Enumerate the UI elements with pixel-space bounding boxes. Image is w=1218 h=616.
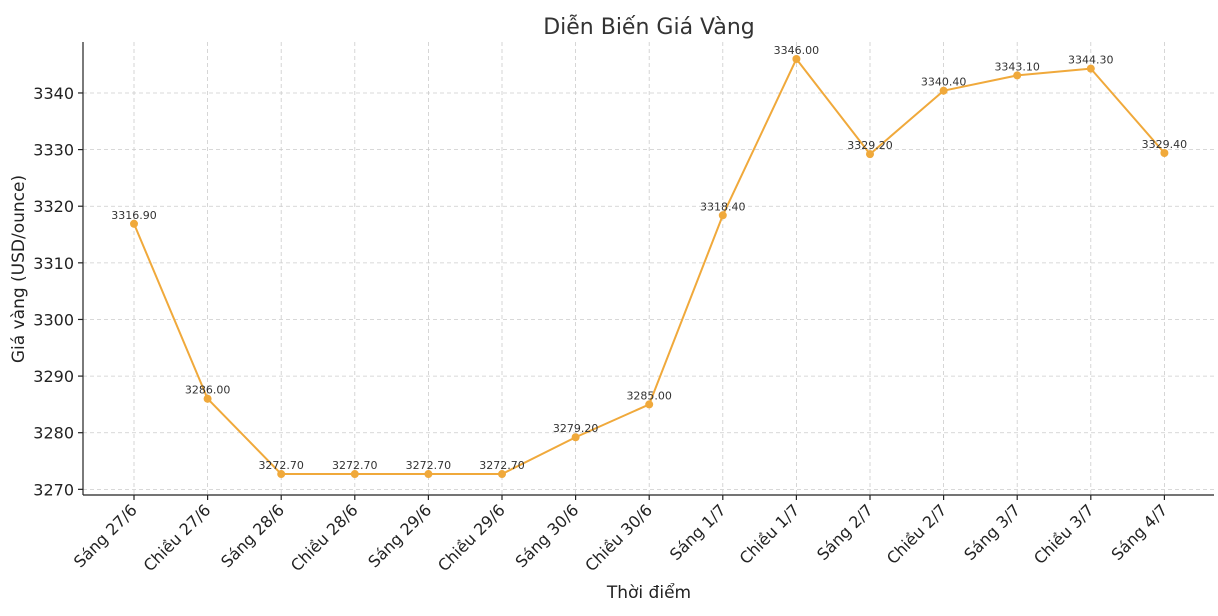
x-tick-label: Sáng 29/6 (364, 500, 435, 571)
data-label: 3340.40 (921, 76, 967, 89)
axes (82, 42, 1214, 496)
x-tick-label: Sáng 28/6 (217, 500, 288, 571)
data-point (277, 470, 286, 479)
y-tick-label: 3330 (33, 141, 74, 160)
series-gold-price (130, 54, 1169, 479)
x-tick-label: Sáng 3/7 (960, 500, 1024, 564)
data-label: 3346.00 (774, 44, 820, 57)
x-tick-label: Chiều 1/7 (736, 500, 804, 568)
y-tick-label: 3310 (33, 254, 74, 273)
x-axis-label: Thời điểm (606, 582, 691, 603)
data-point (571, 433, 580, 442)
x-tick-label: Sáng 2/7 (813, 500, 877, 564)
x-tick-label: Chiều 30/6 (581, 500, 656, 575)
y-axis-label: Giá vàng (USD/ounce) (9, 175, 29, 363)
x-tick-label: Sáng 4/7 (1108, 500, 1172, 564)
y-tick-label: 3280 (33, 424, 74, 443)
x-tick-label: Sáng 1/7 (666, 500, 730, 564)
data-label: 3272.70 (258, 459, 304, 472)
data-label: 3272.70 (406, 459, 452, 472)
data-point (645, 400, 654, 409)
data-point (498, 470, 506, 479)
data-point (792, 54, 801, 63)
x-tick-label: Chiều 29/6 (434, 500, 509, 575)
y-tick-label: 3270 (33, 480, 74, 499)
data-label: 3329.40 (1142, 138, 1188, 151)
data-labels: 3316.90 3286.00 3272.70 3272.70 3272.70 3272.… (111, 44, 1187, 472)
data-label: 3344.30 (1068, 54, 1114, 67)
y-tick-label: 3320 (33, 197, 74, 216)
data-label: 3272.70 (332, 459, 378, 472)
data-point (130, 219, 138, 228)
y-tick-label: 3290 (33, 367, 74, 386)
data-point (866, 150, 874, 159)
x-tick-label: Chiều 27/6 (140, 500, 215, 575)
data-label: 3343.10 (994, 60, 1040, 73)
y-tick-label: 3300 (33, 310, 74, 329)
data-label: 3286.00 (185, 384, 231, 397)
grid (83, 42, 1214, 495)
x-tick-label: Chiều 28/6 (287, 500, 362, 575)
data-point (1160, 148, 1169, 157)
y-tick-label: 3340 (33, 84, 74, 103)
data-label: 3272.70 (479, 459, 525, 472)
data-point (1086, 64, 1095, 73)
x-tick-label: Chiều 2/7 (883, 500, 951, 568)
data-label: 3316.90 (111, 209, 157, 222)
data-label: 3285.00 (626, 389, 672, 402)
y-axis-ticks: 3270 3280 3290 3300 3310 3320 3330 3340 (33, 84, 83, 499)
chart-title: Diễn Biến Giá Vàng (543, 14, 755, 40)
data-point (350, 470, 359, 479)
x-tick-label: Sáng 27/6 (70, 500, 141, 571)
data-label: 3279.20 (553, 422, 599, 435)
x-tick-label: Chiều 3/7 (1030, 500, 1098, 568)
data-point (939, 86, 948, 95)
data-label: 3329.20 (847, 139, 893, 152)
x-tick-label: Sáng 30/6 (512, 500, 583, 571)
data-point (1013, 71, 1022, 80)
data-point (203, 394, 212, 403)
data-label: 3318.40 (700, 200, 746, 213)
data-point (424, 470, 433, 479)
data-point (718, 211, 727, 220)
